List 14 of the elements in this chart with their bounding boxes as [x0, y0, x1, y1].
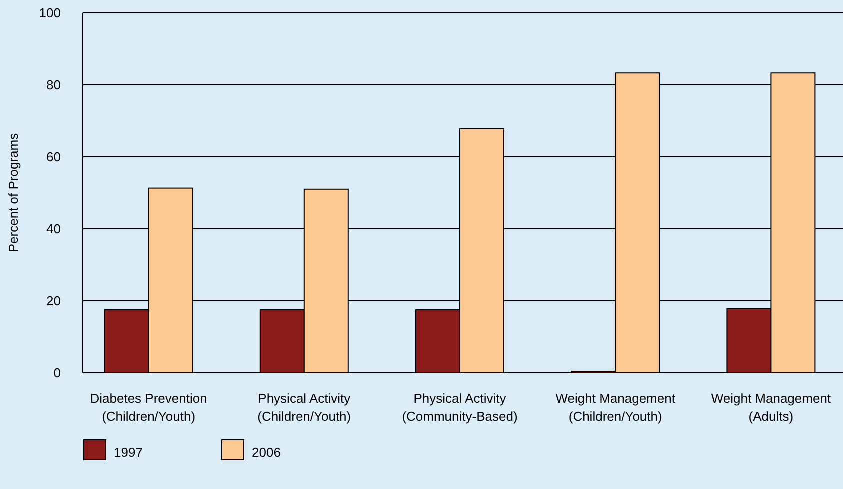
x-tick-label: Diabetes Prevention (Children/Youth) [90, 391, 208, 424]
y-tick-label: 0 [54, 366, 61, 381]
x-tick-label: Physical Activity (Children/Youth) [258, 391, 352, 424]
x-tick-label: Weight Management (Adults) [711, 391, 832, 424]
legend-label: 2006 [252, 445, 281, 460]
y-tick-label: 60 [46, 150, 61, 165]
y-tick-label: 20 [46, 294, 61, 309]
y-axis-title: Percent of Programs [6, 132, 21, 253]
legend-label: 1997 [114, 445, 143, 460]
x-tick-label: Weight Management (Children/Youth) [556, 391, 676, 424]
x-tick-label: Physical Activity (Community-Based) [402, 391, 518, 424]
y-tick-label: 40 [46, 222, 61, 237]
y-tick-label: 80 [46, 78, 61, 93]
y-tick-label: 100 [39, 6, 61, 21]
